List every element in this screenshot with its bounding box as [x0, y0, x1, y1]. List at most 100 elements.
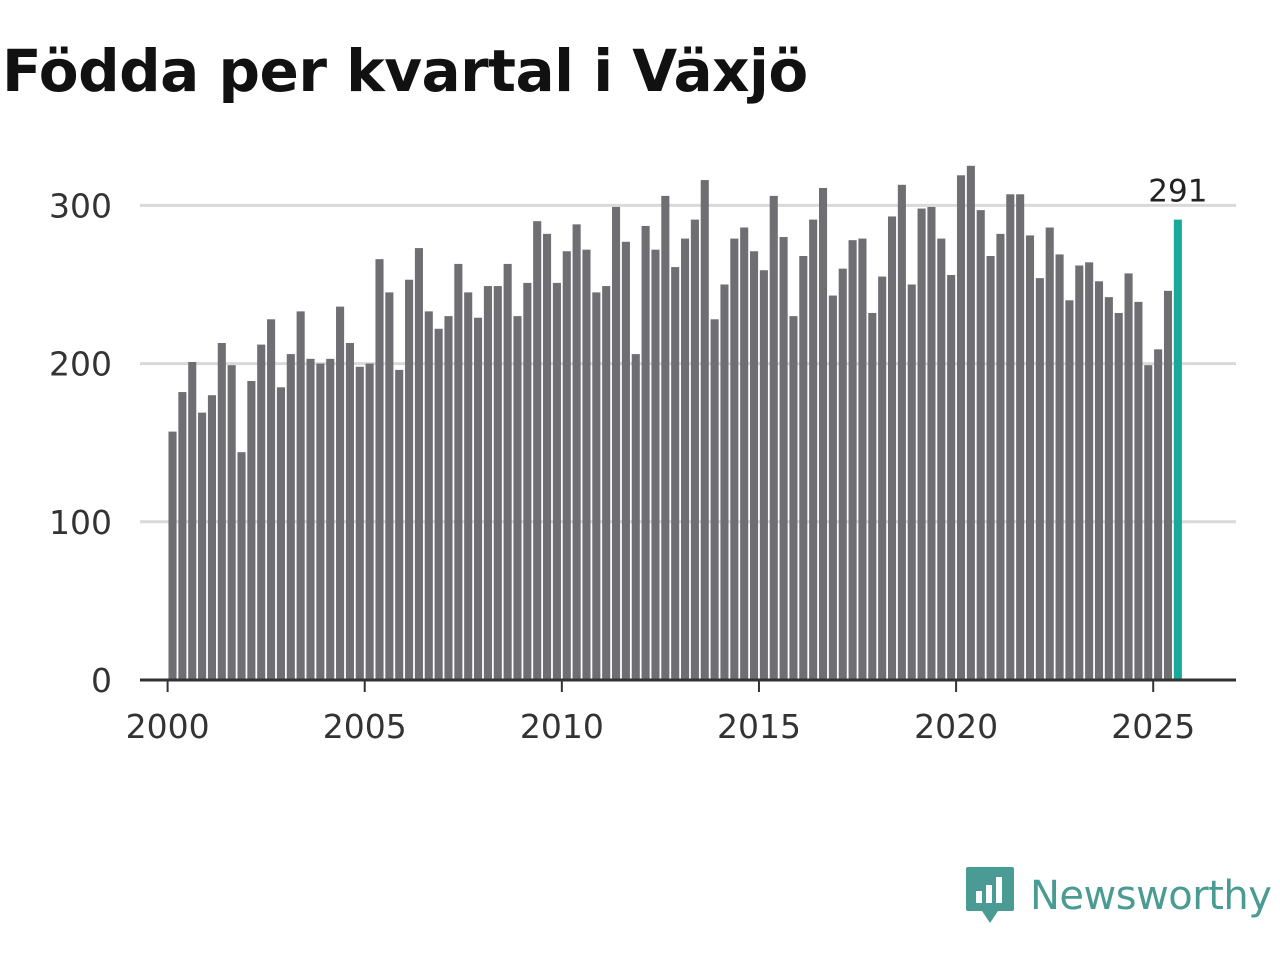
- bar: [1055, 254, 1064, 680]
- bar: [641, 225, 650, 680]
- newsworthy-logo[interactable]: Newsworthy: [964, 864, 1272, 928]
- bar: [592, 292, 601, 680]
- bar: [1144, 365, 1153, 680]
- bar: [286, 354, 295, 680]
- x-tick-label: 2000: [126, 707, 210, 746]
- bar: [464, 292, 473, 680]
- bar: [385, 292, 394, 680]
- bar: [444, 316, 453, 680]
- axes: [140, 678, 1236, 692]
- bar: [779, 237, 788, 680]
- bar: [1016, 194, 1025, 680]
- bar: [1035, 278, 1044, 680]
- bar: [198, 412, 207, 680]
- bar: [759, 270, 768, 680]
- bar: [897, 184, 906, 680]
- bar: [1124, 273, 1133, 680]
- chart-title: Födda per kvartal i Växjö: [2, 37, 808, 105]
- bar: [749, 251, 759, 681]
- tick-labels: 0 100 200 300 291 2000 2005 2010 2015 2020 2025: [49, 174, 1207, 746]
- bar: [671, 267, 680, 680]
- bar: [414, 248, 423, 681]
- bar: [1154, 349, 1163, 680]
- bar: [326, 358, 335, 680]
- bar: [927, 206, 936, 680]
- bar: [395, 369, 404, 680]
- bar: [1025, 235, 1035, 680]
- bar: [296, 311, 305, 680]
- bar: [1104, 297, 1113, 680]
- bar: [838, 268, 847, 680]
- bar: [405, 279, 414, 680]
- bar: [267, 319, 276, 680]
- bar: [168, 431, 177, 680]
- x-tick-label: 2025: [1111, 707, 1195, 746]
- bar: [740, 227, 749, 680]
- bar: [316, 363, 325, 680]
- y-tick-label: 200: [49, 345, 112, 384]
- bar: [237, 452, 246, 680]
- bar: [996, 233, 1005, 680]
- bar: [730, 238, 739, 680]
- bar: [631, 354, 640, 680]
- bar: [621, 241, 630, 680]
- bar: [1085, 262, 1094, 680]
- newsworthy-logo-icon: [966, 867, 1014, 923]
- bar: [612, 206, 621, 680]
- bar: [681, 238, 690, 680]
- bar: [1045, 227, 1054, 680]
- bar: [454, 263, 463, 680]
- bar: [809, 219, 818, 680]
- bar: [227, 365, 236, 680]
- bar: [651, 249, 660, 681]
- bar: [1075, 265, 1084, 680]
- bar: [690, 219, 699, 680]
- bar: [848, 240, 857, 680]
- bar: [188, 362, 197, 680]
- bar: [907, 284, 916, 680]
- bar: [769, 195, 778, 680]
- bar: [345, 343, 354, 680]
- bar-latest: [1173, 219, 1182, 680]
- bar: [1065, 300, 1074, 680]
- bar: [375, 259, 384, 680]
- bar: [700, 180, 709, 681]
- bar: [799, 256, 808, 680]
- latest-value-label: 291: [1148, 174, 1207, 210]
- x-tick-label: 2020: [914, 707, 998, 746]
- bar: [217, 343, 226, 680]
- bar: [552, 282, 561, 680]
- bar: [336, 306, 345, 680]
- bar: [887, 216, 897, 680]
- bar: [966, 165, 975, 680]
- bar: [947, 274, 956, 680]
- bar: [818, 187, 828, 680]
- bar: [424, 311, 433, 680]
- bar: [789, 316, 798, 680]
- y-tick-label: 100: [49, 503, 112, 542]
- bar: [868, 312, 877, 680]
- bar: [986, 256, 995, 680]
- bar: [562, 251, 571, 681]
- x-tick-label: 2015: [717, 707, 801, 746]
- bar: [878, 276, 887, 680]
- bar: [1114, 312, 1123, 680]
- bar: [503, 263, 512, 680]
- bar: [1094, 281, 1104, 680]
- bar: [523, 282, 532, 680]
- y-tick-label: 0: [91, 661, 112, 700]
- bar: [858, 238, 867, 680]
- bar: [355, 366, 364, 680]
- bar: [178, 392, 187, 680]
- x-tick-label: 2010: [520, 707, 604, 746]
- bar: [247, 380, 256, 680]
- bar: [976, 210, 985, 681]
- bar: [720, 284, 729, 680]
- bars: [168, 165, 1182, 681]
- brand-name: Newsworthy: [1030, 873, 1272, 919]
- bar: [483, 286, 492, 680]
- bar: [543, 233, 552, 680]
- bar: [434, 328, 443, 680]
- bar: [710, 319, 719, 680]
